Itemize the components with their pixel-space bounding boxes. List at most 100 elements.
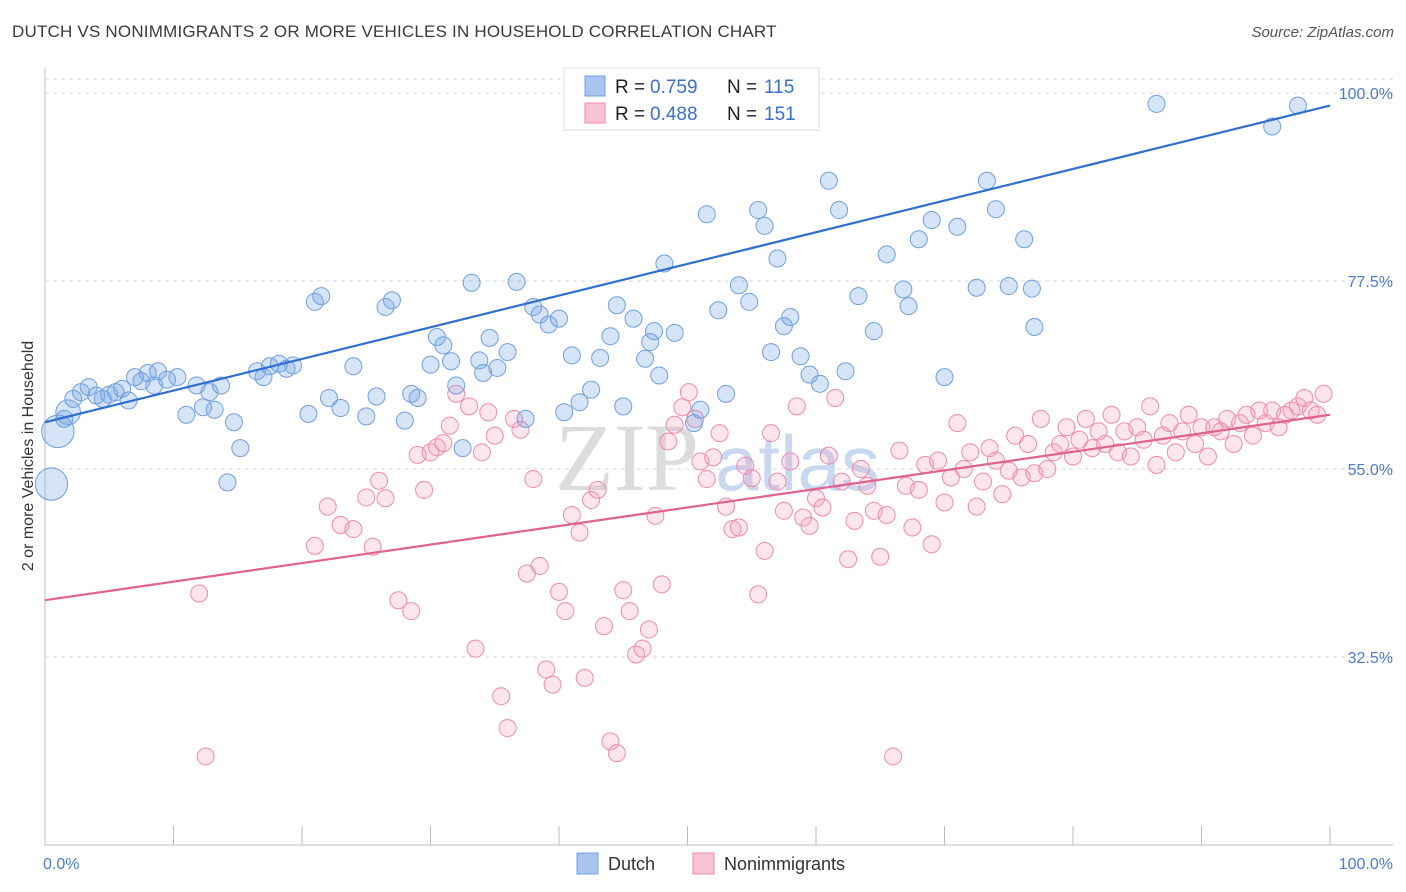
- nonimmigrants-point: [1031, 409, 1050, 428]
- nonimmigrants-point: [524, 470, 543, 489]
- nonimmigrants-point: [511, 420, 530, 439]
- nonimmigrants-point: [826, 389, 845, 408]
- dutch-point: [999, 277, 1018, 296]
- dutch-point: [64, 389, 83, 408]
- dutch-point: [1022, 279, 1041, 298]
- nonimmigrants-point: [742, 469, 761, 488]
- nonimmigrants-point: [1070, 430, 1089, 449]
- dutch-point: [768, 249, 787, 268]
- dutch-point: [922, 211, 941, 230]
- nonimmigrants-point: [594, 617, 613, 636]
- legend-swatch-dutch: [584, 75, 606, 97]
- dutch-point: [762, 343, 781, 362]
- nonimmigrants-point: [871, 547, 890, 566]
- nonimmigrants-point: [402, 602, 421, 621]
- x-tick-label-min: 0.0%: [43, 856, 79, 873]
- nonimmigrants-point: [479, 403, 498, 422]
- dutch-point: [212, 376, 231, 395]
- nonimmigrants-point: [1076, 409, 1095, 428]
- nonimmigrants-point: [415, 480, 434, 499]
- dutch-point: [395, 411, 414, 430]
- y-tick-label: 100.0%: [1339, 86, 1393, 103]
- dutch-point: [729, 276, 748, 295]
- nonimmigrants-point: [466, 639, 485, 658]
- nonimmigrants-point: [363, 537, 382, 556]
- dutch-point: [177, 405, 196, 424]
- nonimmigrants-point: [832, 472, 851, 491]
- dutch-point: [480, 328, 499, 347]
- nonimmigrants-point: [909, 480, 928, 499]
- dutch-point: [447, 376, 466, 395]
- chart-title: DUTCH VS NONIMMIGRANTS 2 OR MORE VEHICLE…: [12, 22, 777, 41]
- nonimmigrants-point: [646, 506, 665, 525]
- dutch-point: [331, 399, 350, 418]
- nonimmigrants-point: [961, 443, 980, 462]
- nonimmigrants-point: [652, 575, 671, 594]
- nonimmigrants-point: [665, 415, 684, 434]
- nonimmigrants-point: [1192, 418, 1211, 437]
- dutch-point: [224, 413, 243, 432]
- dutch-point: [218, 473, 237, 492]
- correlation-legend: R = 0.759 N = 115 R = 0.488 N = 151: [563, 67, 820, 131]
- dutch-point: [591, 348, 610, 367]
- nonimmigrants-point: [530, 556, 549, 575]
- nonimmigrants-point: [723, 520, 742, 539]
- dutch-trend-line: [44, 104, 1331, 424]
- bottom-legend-label-nonimmigrants: Nonimmigrants: [724, 854, 845, 874]
- nonimmigrants-point: [318, 497, 337, 516]
- dutch-point: [1015, 230, 1034, 249]
- dutch-point: [200, 383, 219, 402]
- dutch-point: [434, 336, 453, 355]
- nonimmigrants-point: [884, 747, 903, 766]
- dutch-point: [810, 374, 829, 393]
- nonimmigrants-point: [1038, 460, 1057, 479]
- dutch-point: [830, 201, 849, 220]
- bottom-legend-label-dutch: Dutch: [608, 854, 655, 874]
- source-credit: Source: ZipAtlas.com: [1251, 24, 1394, 41]
- dutch-point: [697, 205, 716, 224]
- nonimmigrants-point: [710, 424, 729, 443]
- nonimmigrants-point: [922, 535, 941, 554]
- nonimmigrants-point: [1057, 418, 1076, 437]
- legend-box: [563, 67, 820, 131]
- dutch-point: [791, 347, 810, 366]
- dutch-point: [516, 409, 535, 428]
- nonimmigrants-point: [196, 747, 215, 766]
- nonimmigrants-point: [1121, 447, 1140, 466]
- dutch-point: [1263, 117, 1282, 136]
- legend-n-label-dutch: N =: [727, 77, 757, 98]
- nonimmigrants-point: [550, 582, 568, 601]
- bottom-legend-swatch-dutch: [576, 852, 599, 875]
- nonimmigrants-point: [543, 675, 562, 694]
- dutch-point: [935, 368, 954, 387]
- series-legend: Dutch Nonimmigrants: [576, 852, 845, 875]
- nonimmigrants-point: [562, 505, 581, 524]
- y-axis-label: 2 or more Vehicles in Household: [20, 341, 37, 571]
- dutch-point: [636, 349, 655, 368]
- dutch-points: [34, 94, 1307, 501]
- nonimmigrants-point: [800, 516, 819, 535]
- nonimmigrants-point: [1243, 426, 1262, 445]
- dutch-point: [344, 357, 363, 376]
- dutch-point: [582, 380, 601, 399]
- dutch-point: [641, 333, 660, 352]
- nonimmigrants-point: [697, 470, 716, 489]
- dutch-point: [624, 309, 643, 328]
- y-tick-labels: 32.5% 55.0% 77.5% 100.0%: [1339, 86, 1393, 667]
- nonimmigrants-point: [1147, 455, 1166, 474]
- nonimmigrants-point: [1160, 414, 1179, 433]
- nonimmigrants-point: [787, 397, 806, 416]
- nonimmigrants-point: [614, 581, 633, 600]
- nonimmigrants-point: [819, 446, 838, 465]
- dutch-point: [877, 245, 896, 264]
- nonimmigrants-point: [370, 471, 389, 490]
- nonimmigrants-point: [768, 472, 787, 491]
- dutch-point: [530, 305, 549, 324]
- nonimmigrants-point: [492, 687, 511, 706]
- legend-r-value-nonimmigrants: 0.488: [650, 104, 698, 125]
- dutch-point: [357, 407, 376, 426]
- nonimmigrants-point: [357, 488, 376, 507]
- dutch-point: [570, 393, 589, 412]
- dutch-point: [376, 297, 395, 316]
- bottom-legend-swatch-nonimmigrants: [692, 852, 715, 875]
